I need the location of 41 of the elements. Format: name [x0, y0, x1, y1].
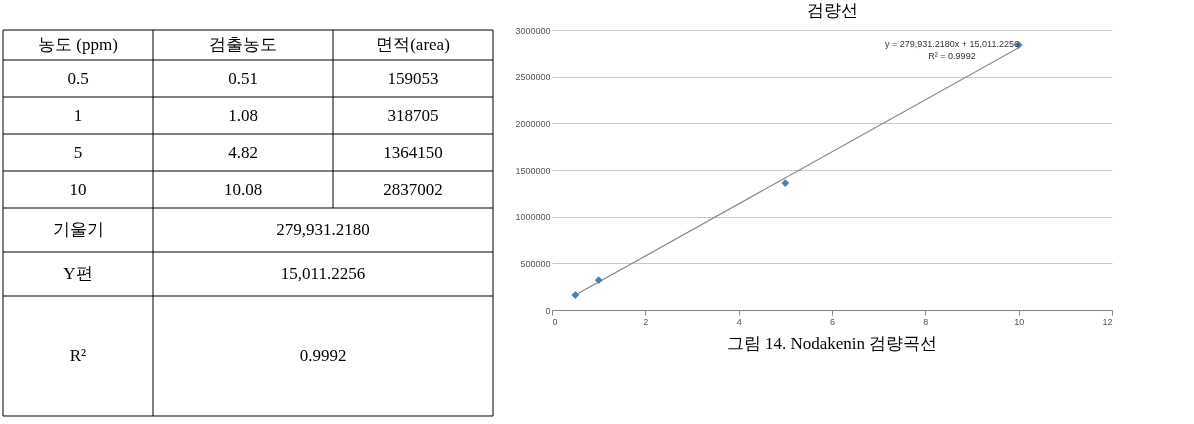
text: 10	[69, 179, 87, 199]
text: 279,931.2180	[276, 220, 370, 239]
text: 검출농도	[209, 35, 277, 54]
x-tick-label: 12	[1102, 316, 1113, 327]
x-tick-label: 8	[923, 316, 929, 327]
y-tick-label: 3000000	[515, 25, 551, 36]
y-tick-label: 2000000	[515, 118, 551, 129]
x-tick-label: 6	[829, 316, 836, 327]
text: 기울기	[52, 220, 104, 239]
x-tick-label: 4	[736, 316, 742, 327]
x-tick-label: 0	[552, 316, 558, 327]
text: 15,011.2256	[280, 264, 366, 283]
y-tick-label: 1500000	[515, 165, 551, 176]
x-tick-label: 2	[643, 316, 649, 327]
text: 4.82	[228, 142, 258, 162]
x-tick-label: 10	[1014, 316, 1025, 327]
point	[594, 276, 603, 285]
text: 318705	[387, 105, 439, 125]
text: 1	[73, 105, 83, 125]
chart-title: 검량선	[806, 1, 858, 20]
annotation: R² = 0.9992	[928, 51, 976, 61]
y-tick-label: 500000	[520, 258, 551, 269]
y-tick-label: 0	[545, 305, 551, 316]
text: 농도 (ppm)	[38, 35, 118, 54]
text: 0.9992	[299, 346, 347, 365]
text: 0.5	[67, 68, 89, 88]
text: 159053	[387, 68, 439, 88]
point	[571, 291, 580, 299]
text: 1.08	[228, 105, 258, 125]
text: 5	[73, 142, 83, 162]
text: 0.51	[228, 68, 258, 88]
text: 1364150	[383, 142, 443, 162]
y-tick-label: 2500000	[515, 72, 551, 83]
text: 10.08	[223, 179, 263, 199]
text: 2837002	[383, 179, 443, 199]
caption: 그림 14. Nodakenin 검량곡선	[726, 334, 938, 353]
text: Y편	[63, 264, 93, 283]
text: 면적(area)	[376, 35, 450, 54]
text: R²	[69, 346, 87, 365]
point	[781, 179, 790, 187]
y-tick-label: 1000000	[515, 212, 551, 223]
